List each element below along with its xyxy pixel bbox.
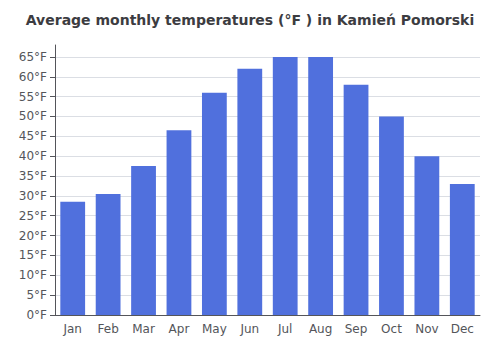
svg-text:25°F: 25°F [19, 209, 47, 223]
svg-text:Jun: Jun [239, 322, 259, 336]
svg-text:Nov: Nov [415, 322, 438, 336]
svg-text:Feb: Feb [98, 322, 119, 336]
svg-text:Average monthly temperatures (: Average monthly temperatures (°F ) in Ka… [26, 12, 474, 28]
svg-text:Mar: Mar [132, 322, 155, 336]
svg-text:30°F: 30°F [19, 189, 47, 203]
svg-text:35°F: 35°F [19, 169, 47, 183]
svg-text:Jul: Jul [277, 322, 292, 336]
svg-text:60°F: 60°F [19, 70, 47, 84]
svg-text:Oct: Oct [381, 322, 402, 336]
svg-text:65°F: 65°F [19, 50, 47, 64]
svg-text:Jan: Jan [62, 322, 82, 336]
svg-text:Dec: Dec [451, 322, 474, 336]
svg-text:5°F: 5°F [26, 288, 47, 302]
svg-text:May: May [202, 322, 227, 336]
svg-text:45°F: 45°F [19, 129, 47, 143]
svg-text:0°F: 0°F [26, 308, 47, 322]
svg-text:Sep: Sep [345, 322, 368, 336]
svg-text:55°F: 55°F [19, 90, 47, 104]
svg-text:40°F: 40°F [19, 149, 47, 163]
svg-text:15°F: 15°F [19, 248, 47, 262]
svg-text:Aug: Aug [309, 322, 332, 336]
svg-text:50°F: 50°F [19, 109, 47, 123]
svg-text:10°F: 10°F [19, 268, 47, 282]
svg-text:Apr: Apr [169, 322, 190, 336]
svg-text:20°F: 20°F [19, 229, 47, 243]
